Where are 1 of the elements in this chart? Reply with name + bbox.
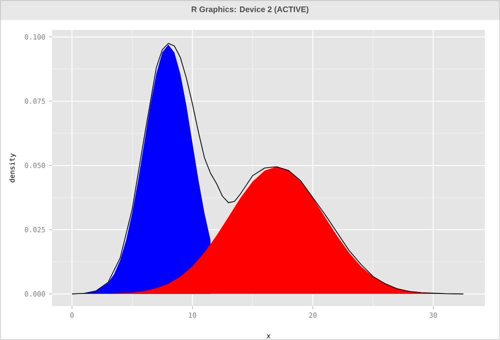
chart-title: R Graphics: Device 2 (ACTIVE) <box>192 6 308 14</box>
